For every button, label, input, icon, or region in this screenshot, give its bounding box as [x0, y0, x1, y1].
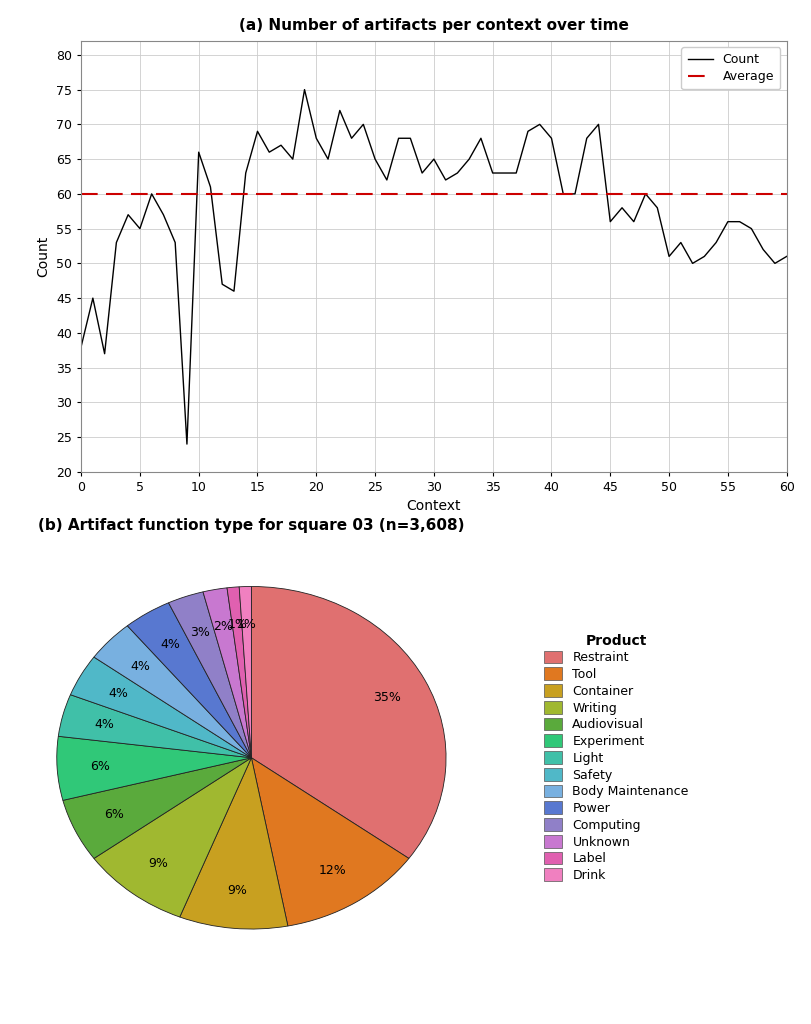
- Text: 1%: 1%: [227, 618, 247, 631]
- Wedge shape: [94, 758, 251, 918]
- Count: [229, 285, 238, 297]
- Count: [782, 250, 792, 262]
- Wedge shape: [239, 587, 251, 758]
- Wedge shape: [58, 694, 251, 758]
- Count: [76, 341, 86, 353]
- Text: 6%: 6%: [104, 808, 124, 821]
- Text: 4%: 4%: [94, 718, 114, 731]
- Text: 4%: 4%: [109, 687, 128, 699]
- Wedge shape: [63, 758, 251, 858]
- Count: [300, 84, 310, 96]
- Text: 9%: 9%: [227, 885, 247, 897]
- Title: (a) Number of artifacts per context over time: (a) Number of artifacts per context over…: [239, 17, 629, 33]
- Wedge shape: [203, 588, 251, 758]
- Wedge shape: [94, 626, 251, 758]
- Text: 4%: 4%: [160, 638, 180, 651]
- Text: 1%: 1%: [237, 617, 256, 631]
- Line: Count: Count: [81, 90, 787, 444]
- Wedge shape: [251, 758, 409, 926]
- Text: 4%: 4%: [131, 659, 151, 673]
- Count: [347, 132, 357, 144]
- Legend: Restraint, Tool, Container, Writing, Audiovisual, Experiment, Light, Safety, Bod: Restraint, Tool, Container, Writing, Aud…: [540, 630, 693, 886]
- Text: 12%: 12%: [319, 864, 346, 878]
- Count: [253, 125, 263, 137]
- Text: 35%: 35%: [373, 690, 401, 703]
- Wedge shape: [251, 587, 446, 858]
- Y-axis label: Count: Count: [36, 236, 50, 278]
- Average: [88, 187, 98, 200]
- Count: [523, 125, 533, 137]
- Text: 2%: 2%: [213, 620, 233, 633]
- Title: (b) Artifact function type for square 03 (n=3,608): (b) Artifact function type for square 03…: [38, 518, 465, 532]
- Wedge shape: [180, 758, 288, 929]
- Count: [182, 438, 191, 451]
- X-axis label: Context: Context: [406, 500, 461, 513]
- Text: 3%: 3%: [190, 626, 210, 639]
- Legend: Count, Average: Count, Average: [681, 47, 780, 89]
- Wedge shape: [169, 592, 251, 758]
- Wedge shape: [57, 736, 251, 801]
- Wedge shape: [127, 603, 251, 758]
- Wedge shape: [71, 657, 251, 758]
- Average: [76, 187, 86, 200]
- Wedge shape: [227, 587, 251, 758]
- Count: [711, 237, 721, 249]
- Text: 9%: 9%: [148, 857, 169, 869]
- Text: 6%: 6%: [90, 760, 109, 773]
- Count: [476, 132, 486, 144]
